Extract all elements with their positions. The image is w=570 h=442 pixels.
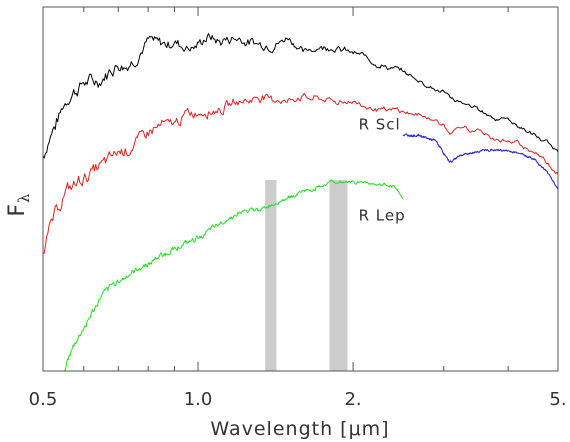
series-group: [42, 33, 559, 371]
svg-text:Fλ: Fλ: [5, 193, 33, 217]
x-tick-label-1: 0.5: [29, 389, 58, 410]
shaded-band-2: [329, 180, 348, 371]
series-line-4: [64, 179, 404, 371]
axis-ticks: 0.5 1.0 2. 5.: [29, 7, 567, 410]
series-line-3: [402, 133, 559, 190]
y-axis-label-sub: λ: [15, 193, 33, 203]
annotation-2: R Lep: [359, 206, 406, 224]
y-axis-label-main: F: [5, 204, 30, 217]
x-tick-label-2: 1.0: [184, 389, 213, 410]
shaded-bands: [265, 180, 348, 371]
x-tick-label-4: 5.: [549, 389, 566, 410]
annotations: R Scl R Lep: [359, 115, 406, 224]
shaded-band-1: [265, 180, 277, 371]
y-axis-label: Fλ: [5, 193, 33, 217]
x-axis-label: Wavelength [μm]: [210, 418, 389, 440]
series-line-2: [42, 92, 559, 254]
series-line-1: [42, 33, 559, 159]
plot-frame: [42, 6, 559, 372]
x-tick-label-3: 2.: [344, 389, 361, 410]
annotation-1: R Scl: [359, 115, 401, 133]
